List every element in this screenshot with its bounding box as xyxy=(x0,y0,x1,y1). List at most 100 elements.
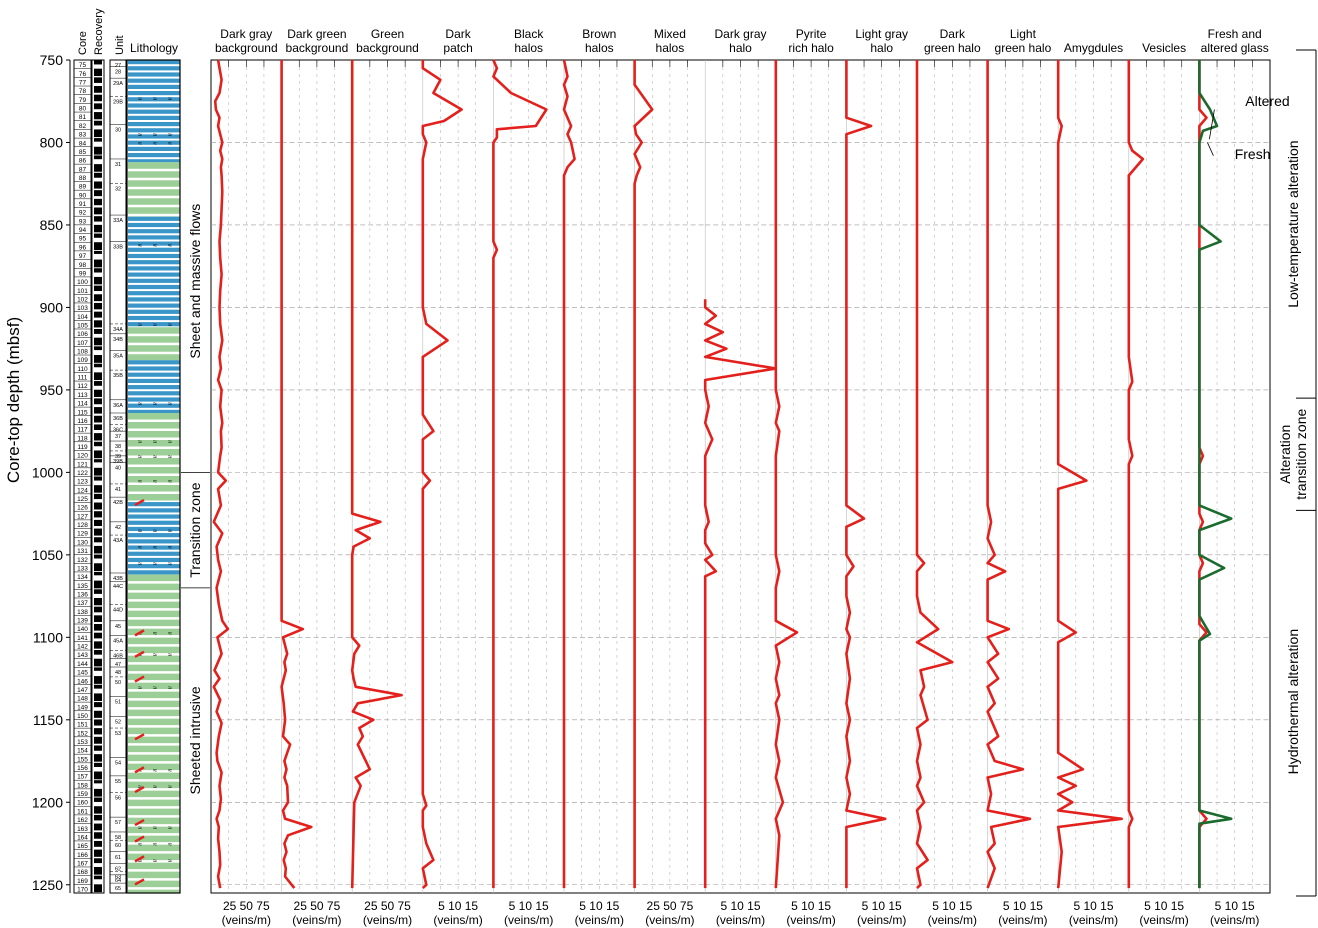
series-line-8-0 xyxy=(774,60,799,889)
panel-title: halo xyxy=(729,41,752,55)
lithology-symbol: ≈ xyxy=(168,561,172,568)
unit-label: 35B xyxy=(113,373,123,379)
recovery-bar xyxy=(94,181,102,189)
series-line-2-0 xyxy=(350,60,403,889)
massive-flow-band xyxy=(128,583,180,591)
lithology-symbol: ≈ xyxy=(168,825,172,832)
series-line-6-0 xyxy=(633,60,654,889)
depth-tick-label: 1250 xyxy=(32,877,63,893)
massive-flow-band xyxy=(128,171,180,178)
unit-label: 32 xyxy=(115,187,121,193)
core-number: 132 xyxy=(77,557,88,564)
recovery-bar xyxy=(94,94,102,102)
core-number: 120 xyxy=(77,453,88,460)
massive-flow-band xyxy=(128,817,180,825)
core-number: 142 xyxy=(77,644,88,651)
recovery-bar xyxy=(94,86,102,93)
massive-flow-band xyxy=(128,484,180,492)
recovery-bar xyxy=(94,441,102,447)
depth-tick-label: 950 xyxy=(40,382,64,398)
massive-flow-band xyxy=(128,412,180,420)
recovery-bar xyxy=(94,589,102,594)
glass-annotation: Altered xyxy=(1245,93,1289,109)
massive-flow-band xyxy=(128,180,180,187)
massive-flow-band xyxy=(128,808,180,816)
panel-title: Pyrite xyxy=(796,27,827,41)
recovery-bar xyxy=(94,328,102,334)
red-vein-mark xyxy=(134,733,145,741)
massive-flow-band xyxy=(128,664,180,672)
core-number: 121 xyxy=(77,461,88,468)
series-line-14-1 xyxy=(1198,60,1233,889)
core-number: 110 xyxy=(77,366,88,373)
unit-label: 28 xyxy=(115,70,121,76)
unit-label: 39 xyxy=(115,454,121,460)
lithology-symbol: ≈ xyxy=(138,132,142,139)
core-number: 125 xyxy=(77,496,88,503)
core-number: 167 xyxy=(77,860,88,867)
lithology-symbol: ≈ xyxy=(153,652,157,659)
lithology-symbol: ≈ xyxy=(168,322,172,329)
core-number: 136 xyxy=(77,591,88,598)
recovery-bar xyxy=(94,138,102,142)
core-number: 78 xyxy=(79,88,87,95)
panel-title: rich halo xyxy=(788,41,834,55)
core-number: 96 xyxy=(79,244,87,251)
x-tick-labels: 5 10 15 xyxy=(438,899,478,913)
recovery-bar xyxy=(94,554,102,559)
core-number: 158 xyxy=(77,782,88,789)
annotation-leader xyxy=(1207,142,1214,156)
recovery-bar xyxy=(94,459,102,463)
red-vein-mark xyxy=(134,675,145,683)
recovery-bar xyxy=(94,719,102,726)
panel-title: halos xyxy=(656,41,685,55)
unit-label: 36B xyxy=(113,416,123,422)
massive-flow-band xyxy=(128,448,180,456)
recovery-bar xyxy=(94,823,102,831)
recovery-bar xyxy=(94,571,102,576)
panel-title: Dark gray xyxy=(714,27,766,41)
sheet-flow-band xyxy=(128,391,180,396)
lithology-symbol: ≈ xyxy=(138,96,142,103)
recovery-bar xyxy=(94,407,102,414)
sheet-flow-band xyxy=(128,570,180,575)
panel-title: background xyxy=(286,41,349,55)
x-unit-label: (veins/m) xyxy=(645,913,694,927)
recovery-bar xyxy=(94,840,102,847)
lithology-symbol: ≈ xyxy=(168,243,172,250)
unit-label: 29A xyxy=(113,81,123,87)
recovery-bar xyxy=(94,77,102,83)
panel-title: Vesicles xyxy=(1142,41,1186,55)
sheet-flow-band xyxy=(128,284,180,290)
core-number: 119 xyxy=(77,444,88,451)
core-number: 113 xyxy=(77,392,88,399)
recovery-bar xyxy=(94,467,102,476)
lithology-symbol: ≈ xyxy=(138,842,142,849)
lithology-symbol: ≈ xyxy=(168,454,172,461)
red-vein-mark xyxy=(134,878,145,886)
series-line-4-0 xyxy=(492,59,548,889)
recovery-bar xyxy=(94,615,102,622)
core-number: 90 xyxy=(79,192,87,199)
core-number: 75 xyxy=(79,62,87,69)
core-number: 156 xyxy=(77,765,88,772)
recovery-bar xyxy=(94,875,102,880)
massive-flow-band xyxy=(128,880,180,888)
x-tick-labels: 25 50 75 xyxy=(647,899,694,913)
core-number: 89 xyxy=(79,184,87,191)
sheet-flow-band xyxy=(128,403,180,408)
recovery-bar xyxy=(94,311,102,318)
recovery-bar xyxy=(94,190,102,197)
unit-label: 63 xyxy=(115,875,121,881)
unit-label: 62 xyxy=(115,866,121,872)
x-unit-label: (veins/m) xyxy=(363,913,412,927)
recovery-bar xyxy=(94,762,102,767)
unit-label: 42B xyxy=(113,500,123,506)
massive-flow-band xyxy=(128,207,180,214)
recovery-bar xyxy=(94,60,102,65)
x-tick-labels: 5 10 15 xyxy=(1073,899,1113,913)
panel-title: Dark gray xyxy=(220,27,272,41)
unit-label: 58 xyxy=(115,835,121,841)
